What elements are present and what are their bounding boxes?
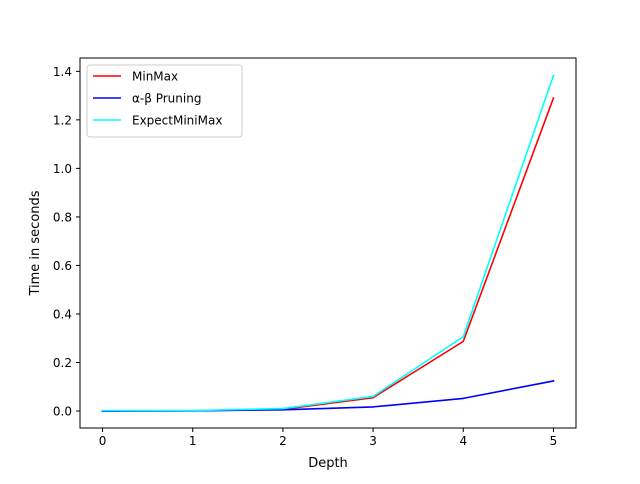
y-tick-label: 0.8 [53,210,72,224]
y-axis-label: Time in seconds [28,190,43,296]
data-point [552,97,555,99]
y-axis: 0.0 0.2 0.4 0.6 0.8 1.0 1.2 1.4 [53,65,80,419]
y-tick-label: 1.4 [53,65,72,79]
legend: MinMax α-β Pruning ExpectMiniMax [86,64,243,138]
x-tick-label: 3 [369,434,377,448]
data-point [462,340,465,343]
x-tick-label: 5 [550,434,558,448]
data-point [462,397,465,400]
series-line-2 [101,74,555,412]
x-axis: 0 1 2 3 4 5 [99,428,558,448]
data-point [101,409,104,412]
y-tick-label: 0.6 [53,259,72,273]
x-tick-label: 0 [99,434,107,448]
data-point [282,407,284,410]
data-point [372,406,374,408]
y-tick-label: 0.0 [53,405,72,419]
x-tick-label: 1 [189,434,197,448]
plot-frame [79,57,577,429]
legend-label: ExpectMiniMax [132,114,222,128]
y-tick-label: 1.0 [53,162,72,176]
legend-label: α-β Pruning [132,92,201,106]
x-tick-label: 4 [459,434,467,448]
data-point [552,74,555,77]
data-point [372,395,374,398]
legend-label: MinMax [132,70,178,84]
x-tick-label: 2 [279,434,287,448]
data-point [282,409,284,411]
legend-box [86,64,243,138]
series-layer [101,74,555,412]
data-point [462,335,465,338]
data-point [191,409,194,412]
y-tick-label: 0.4 [53,307,72,321]
y-tick-label: 0.2 [53,356,72,370]
x-axis-label: Depth [308,456,348,471]
y-tick-label: 1.2 [53,113,72,127]
data-point [552,380,555,382]
